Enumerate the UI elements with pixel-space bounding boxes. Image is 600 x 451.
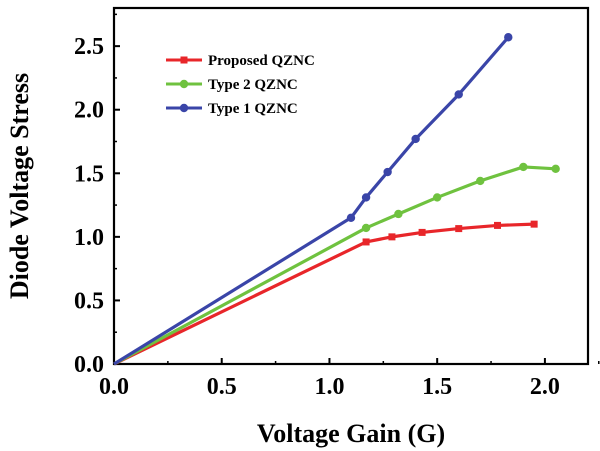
- data-point-proposed-qznc: [418, 228, 426, 236]
- series-line-type-2-qznc: [113, 165, 556, 366]
- data-point-proposed-qznc: [494, 221, 502, 229]
- x-axis-ticks: 0.0 0.5 1.0 1.5 2.0: [99, 358, 600, 400]
- legend-label-type-2-qznc: Type 2 QZNC: [208, 77, 298, 93]
- y-tick-label: 0.0: [74, 352, 104, 378]
- x-axis-title: Voltage Gain (G): [257, 419, 445, 448]
- plot-area-frame: [112, 6, 590, 366]
- data-point-proposed-qznc: [455, 225, 463, 233]
- x-tick-label: 2.0: [530, 374, 560, 400]
- legend-label-type-1-qznc: Type 1 QZNC: [208, 101, 298, 117]
- legend-marker-type-1-qznc: [179, 103, 189, 113]
- y-tick-label: 1.0: [74, 225, 104, 251]
- data-point-type-1-qznc: [346, 213, 356, 222]
- series-line-type-1-qznc: [113, 36, 510, 366]
- y-axis-ticks: 0.0 0.5 1.0 1.5 2.0 2.5: [74, 13, 120, 378]
- data-point-type-2-qznc: [432, 193, 442, 202]
- x-tick-label: 0.0: [99, 374, 129, 400]
- x-tick-label: 1.0: [314, 374, 344, 400]
- data-point-type-2-qznc: [519, 162, 528, 172]
- legend-marker-type-2-qznc: [179, 79, 189, 89]
- legend: Proposed QZNC Type 2 QZNC Type 1 QZNC: [166, 53, 315, 117]
- data-point-proposed-qznc: [530, 220, 538, 228]
- data-point-type-2-qznc: [394, 209, 403, 219]
- data-point-type-1-qznc: [383, 167, 392, 177]
- data-point-proposed-qznc: [388, 233, 396, 241]
- data-point-type-2-qznc: [476, 176, 485, 186]
- x-tick-label: 0.5: [207, 374, 237, 400]
- y-tick-label: 2.0: [74, 98, 104, 124]
- legend-marker-proposed-qznc: [180, 56, 188, 64]
- data-point-type-1-qznc: [411, 134, 420, 144]
- series-line-proposed-qznc: [113, 222, 535, 366]
- data-point-type-1-qznc: [454, 90, 463, 99]
- y-tick-label: 0.5: [74, 288, 104, 314]
- data-point-type-2-qznc: [361, 223, 371, 233]
- x-tick-label: 1.5: [422, 374, 452, 400]
- plot-frame: [112, 6, 590, 366]
- data-point-type-1-qznc: [504, 33, 513, 42]
- data-point-type-2-qznc: [551, 164, 560, 174]
- series-layer: [113, 33, 560, 366]
- y-axis-title: Diode Voltage Stress: [5, 73, 34, 299]
- data-point-type-1-qznc: [361, 193, 371, 202]
- y-tick-label: 1.5: [74, 161, 104, 187]
- data-point-proposed-qznc: [362, 238, 370, 246]
- y-tick-label: 2.5: [74, 34, 104, 60]
- legend-label-proposed-qznc: Proposed QZNC: [208, 53, 315, 69]
